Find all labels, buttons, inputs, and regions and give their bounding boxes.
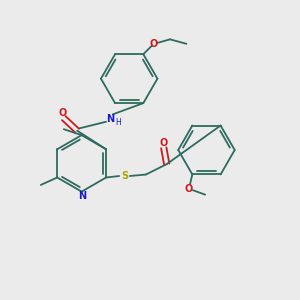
Text: N: N: [106, 114, 114, 124]
Text: H: H: [115, 118, 121, 127]
Text: O: O: [58, 108, 67, 118]
Text: O: O: [150, 39, 158, 49]
Text: O: O: [185, 184, 193, 194]
Text: S: S: [121, 171, 128, 181]
Text: O: O: [160, 138, 168, 148]
Text: N: N: [78, 191, 86, 201]
